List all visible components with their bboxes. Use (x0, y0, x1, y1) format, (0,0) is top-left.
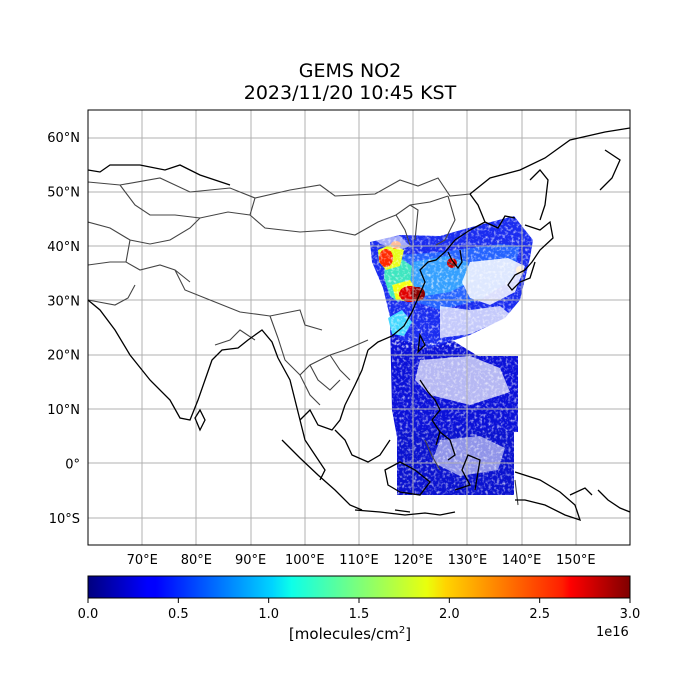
longitude-tick-label: 130°E (448, 553, 488, 568)
latitude-tick-label: 30°N (47, 294, 80, 309)
map-frame (87, 109, 631, 546)
chart-title: GEMS NO2 (298, 60, 402, 82)
longitude-tick-label: 110°E (339, 553, 379, 568)
latitude-tick-label: 10°N (47, 403, 80, 418)
colorbar-label-end: ] (405, 625, 412, 643)
colorbar-label: [molecules/cm2] (0, 625, 700, 643)
colorbar-tick-label: 2.0 (439, 607, 460, 622)
longitude-tick-label: 140°E (502, 553, 542, 568)
longitude-tick-label: 150°E (556, 553, 596, 568)
colorbar-tick-label: 1.5 (349, 607, 370, 622)
latitude-tick-label: 0° (65, 457, 80, 472)
latitude-tick-label: 60°N (47, 131, 80, 146)
coastlines (88, 127, 630, 522)
longitude-tick-label: 100°E (285, 553, 325, 568)
colorbar-label-text: [molecules/cm (288, 625, 399, 643)
no2-data-layer (370, 216, 533, 495)
map-area (88, 110, 630, 545)
country-borders (88, 177, 519, 506)
colorbar-tick-label: 3.0 (620, 607, 641, 622)
colorbar-ticks: 0.0 0.5 1.0 1.5 2.0 2.5 3.0 (78, 598, 641, 622)
longitude-tick-label: 120°E (393, 553, 433, 568)
colorbar-exponent: 1e16 (596, 625, 629, 640)
map-gridlines (88, 110, 630, 545)
colorbar-tick-label: 0.0 (78, 607, 99, 622)
colorbar-tick-label: 2.5 (529, 607, 550, 622)
colorbar-tick-label: 0.5 (168, 607, 189, 622)
colorbar (87, 575, 631, 599)
latitude-tick-label: 50°N (47, 186, 80, 201)
colorbar-tick-label: 1.0 (258, 607, 279, 622)
latitude-axis: 60°N 50°N 40°N 30°N 20°N 10°N 0° 10°S (47, 131, 80, 527)
latitude-tick-label: 40°N (47, 240, 80, 255)
latitude-tick-label: 20°N (47, 349, 80, 364)
longitude-tick-label: 80°E (181, 553, 212, 568)
longitude-tick-label: 90°E (235, 553, 266, 568)
chart-subtitle: 2023/11/20 10:45 KST (243, 82, 457, 104)
longitude-tick-label: 70°E (127, 553, 158, 568)
colorbar-label-superscript: 2 (398, 625, 406, 636)
latitude-tick-label: 10°S (49, 512, 80, 527)
longitude-axis: 70°E 80°E 90°E 100°E 110°E 120°E 130°E 140°E 150… (127, 553, 596, 568)
